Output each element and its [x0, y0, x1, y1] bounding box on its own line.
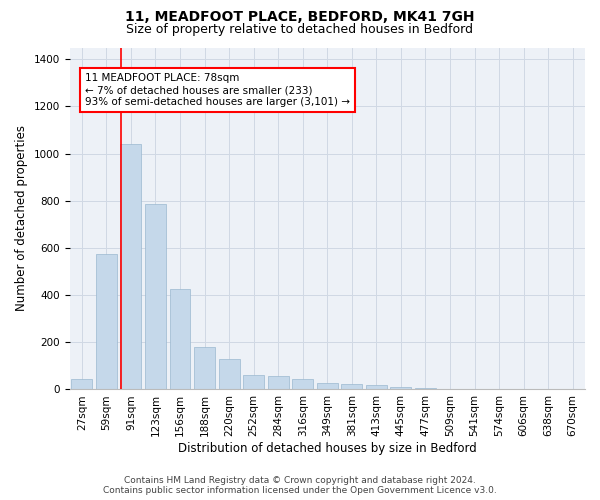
Text: 11, MEADFOOT PLACE, BEDFORD, MK41 7GH: 11, MEADFOOT PLACE, BEDFORD, MK41 7GH: [125, 10, 475, 24]
X-axis label: Distribution of detached houses by size in Bedford: Distribution of detached houses by size …: [178, 442, 476, 455]
Bar: [366, 385, 387, 390]
Bar: [317, 383, 338, 390]
Bar: [96, 254, 117, 390]
Bar: [391, 387, 412, 390]
Bar: [341, 384, 362, 390]
Bar: [170, 289, 190, 390]
Bar: [292, 379, 313, 390]
Text: Size of property relative to detached houses in Bedford: Size of property relative to detached ho…: [127, 22, 473, 36]
Bar: [218, 359, 239, 390]
Bar: [268, 376, 289, 390]
Text: 11 MEADFOOT PLACE: 78sqm
← 7% of detached houses are smaller (233)
93% of semi-d: 11 MEADFOOT PLACE: 78sqm ← 7% of detache…: [85, 74, 350, 106]
Bar: [145, 204, 166, 390]
Bar: [71, 379, 92, 390]
Bar: [415, 388, 436, 390]
Y-axis label: Number of detached properties: Number of detached properties: [15, 126, 28, 312]
Text: Contains HM Land Registry data © Crown copyright and database right 2024.
Contai: Contains HM Land Registry data © Crown c…: [103, 476, 497, 495]
Bar: [194, 347, 215, 390]
Bar: [243, 374, 264, 390]
Bar: [121, 144, 142, 390]
